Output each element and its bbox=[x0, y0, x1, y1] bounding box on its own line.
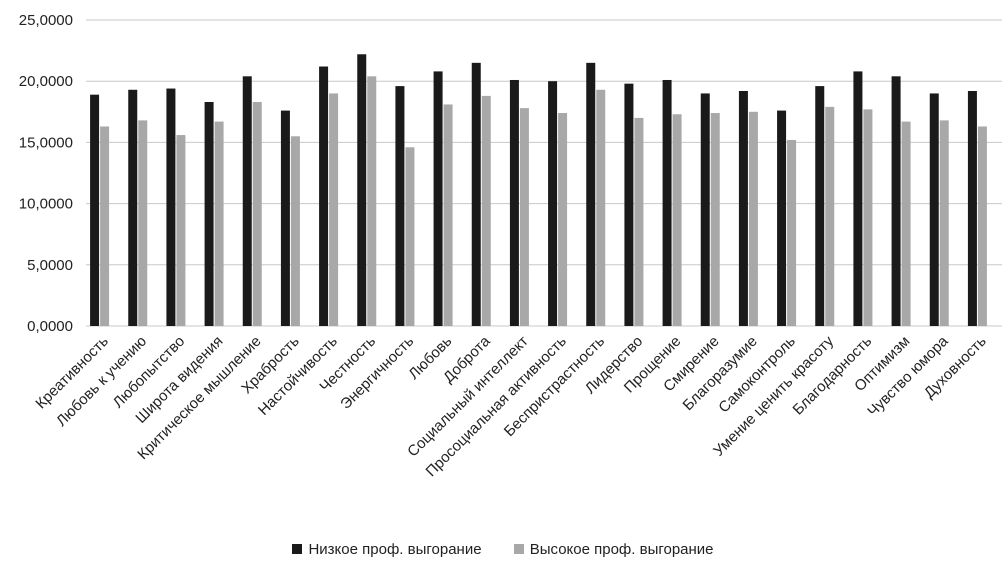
bar-high bbox=[901, 121, 911, 326]
bar-low bbox=[128, 89, 138, 326]
bar-high bbox=[329, 93, 339, 326]
bar-high bbox=[176, 135, 186, 326]
bar-high bbox=[214, 121, 224, 326]
bar-low bbox=[815, 86, 825, 326]
bar-low bbox=[395, 86, 405, 326]
legend-label-high: Высокое проф. выгорание bbox=[529, 541, 714, 558]
bar-high bbox=[710, 113, 720, 326]
bar-high bbox=[290, 136, 300, 326]
bar-high bbox=[863, 109, 873, 327]
y-tick-label: 10,0000 bbox=[19, 196, 73, 213]
y-tick-label: 0,0000 bbox=[27, 318, 73, 335]
y-tick-label: 15,0000 bbox=[19, 134, 73, 151]
bar-low bbox=[433, 71, 443, 327]
bar-low bbox=[662, 79, 672, 326]
bar-low bbox=[586, 62, 596, 327]
bar-low bbox=[471, 62, 481, 327]
y-tick-label: 25,0000 bbox=[19, 12, 73, 29]
bar-low bbox=[319, 66, 329, 327]
bar-low bbox=[700, 93, 710, 326]
bar-low bbox=[929, 93, 939, 326]
bar-low bbox=[166, 88, 176, 326]
bar-low bbox=[242, 76, 252, 326]
legend-label-low: Низкое проф. выгорание bbox=[308, 541, 482, 558]
y-tick-label: 5,0000 bbox=[27, 257, 73, 274]
bar-low bbox=[738, 90, 748, 326]
bar-high bbox=[367, 76, 377, 326]
legend-item-low: Низкое проф. выгорание bbox=[292, 541, 482, 558]
bar-low bbox=[509, 79, 519, 326]
bar-low bbox=[90, 94, 100, 326]
bar-high bbox=[100, 126, 110, 326]
bar-high bbox=[748, 111, 758, 326]
y-tick-label: 20,0000 bbox=[19, 73, 73, 90]
bar-high bbox=[443, 104, 453, 327]
bar-low bbox=[280, 110, 290, 327]
bar-high bbox=[138, 120, 148, 326]
legend-item-high: Высокое проф. выгорание bbox=[513, 541, 714, 558]
bar-low bbox=[853, 71, 863, 327]
bar-chart: 0,0000 5,0000 10,0000 15,0000 20,0000 25,0000… bbox=[19, 12, 1002, 480]
legend-swatch-high bbox=[513, 544, 524, 554]
bar-low bbox=[548, 81, 558, 326]
bar-low bbox=[624, 83, 634, 326]
bar-high bbox=[634, 117, 644, 326]
bar-high bbox=[825, 106, 835, 327]
bar-low bbox=[967, 90, 977, 326]
bar-high bbox=[519, 108, 529, 327]
bar-low bbox=[891, 76, 901, 326]
bar-high bbox=[596, 89, 606, 326]
bar-high bbox=[558, 113, 568, 326]
legend: Низкое проф. выгорание Высокое проф. выг… bbox=[0, 541, 1006, 558]
bar-high bbox=[405, 147, 415, 326]
bar-high bbox=[672, 114, 682, 326]
bar-high bbox=[252, 102, 262, 327]
bar-high bbox=[977, 126, 987, 326]
bar-low bbox=[204, 102, 214, 327]
bar-high bbox=[787, 139, 797, 326]
bar-low bbox=[357, 54, 367, 326]
bar-low bbox=[777, 110, 787, 327]
legend-swatch-low bbox=[292, 544, 303, 554]
bar-high bbox=[939, 120, 949, 326]
bar-high bbox=[481, 95, 491, 326]
